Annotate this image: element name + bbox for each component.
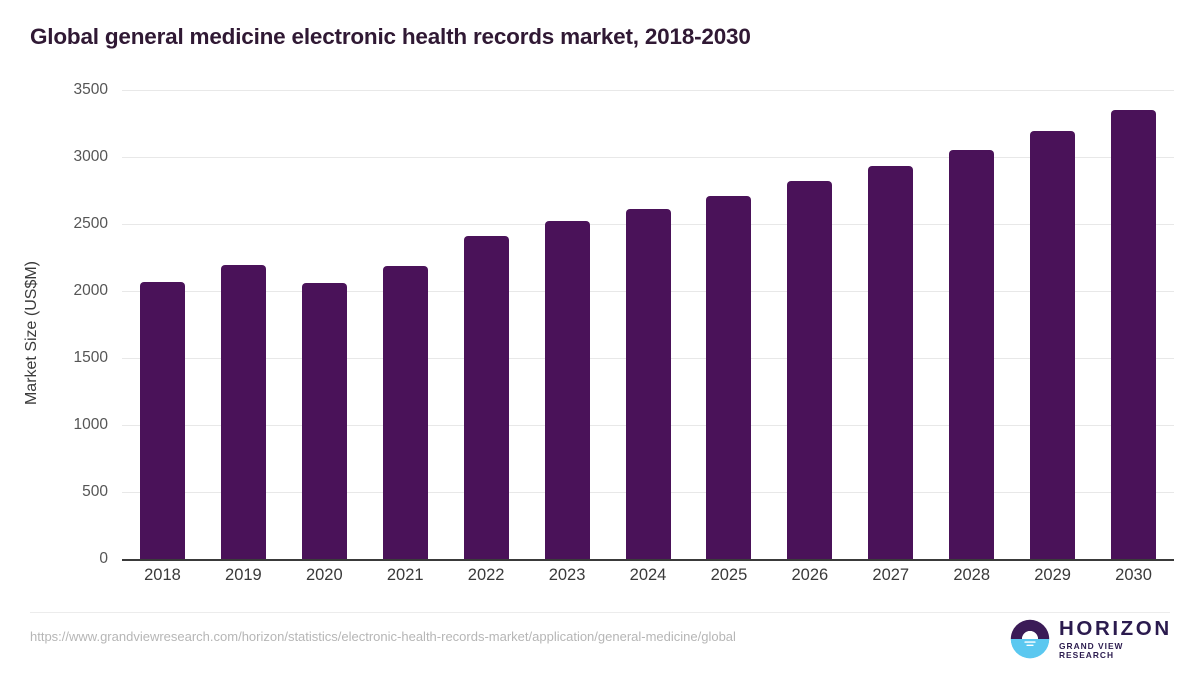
x-axis-tick-label: 2020 <box>305 566 343 584</box>
x-axis-tick-label: 2030 <box>1115 566 1152 584</box>
y-axis-tick-labels: 0 500 1000 1500 2000 2500 3000 3500 <box>0 0 108 675</box>
footer-divider <box>30 612 1170 613</box>
bar[interactable] <box>706 195 752 559</box>
x-axis-tick-label: 2029 <box>1034 566 1071 584</box>
y-axis-tick-label: 2500 <box>73 215 108 232</box>
bar[interactable] <box>949 149 995 559</box>
gridline <box>122 90 1174 91</box>
x-axis-tick-label: 2027 <box>872 566 910 584</box>
logo-text: HORIZON GRAND VIEW RESEARCH <box>1059 616 1172 660</box>
x-axis-tick-label: 2018 <box>144 566 181 584</box>
bar[interactable] <box>544 220 590 559</box>
page-title: Global general medicine electronic healt… <box>30 24 751 49</box>
bar[interactable] <box>220 264 266 559</box>
bar[interactable] <box>301 282 347 559</box>
source-url[interactable]: https://www.grandviewresearch.com/horizo… <box>30 629 736 644</box>
x-axis-tick-label: 2019 <box>225 566 262 584</box>
y-axis-tick-label: 1500 <box>73 349 108 366</box>
horizon-logo[interactable]: HORIZON GRAND VIEW RESEARCH <box>1010 618 1172 660</box>
bar[interactable] <box>463 236 509 559</box>
bar[interactable] <box>1030 130 1076 559</box>
y-axis-tick-label: 0 <box>99 550 108 567</box>
bar[interactable] <box>139 281 185 559</box>
x-axis-tick-label: 2025 <box>710 566 748 584</box>
y-axis-tick-label: 3000 <box>73 148 108 165</box>
x-axis-tick-label: 2023 <box>548 566 586 584</box>
y-axis-title: Market Size (US$M) <box>23 260 40 406</box>
gridline <box>122 157 1174 158</box>
x-axis-tick-label: 2028 <box>953 566 991 584</box>
bar[interactable] <box>787 181 833 559</box>
y-axis-tick-label: 2000 <box>73 282 108 299</box>
x-axis-tick-label: 2021 <box>386 566 424 584</box>
bar[interactable] <box>1111 110 1157 559</box>
y-axis-tick-label: 1000 <box>73 416 108 433</box>
logo-wordmark: HORIZON <box>1059 616 1172 640</box>
x-axis-tick-label: 2024 <box>629 566 667 584</box>
horizon-sun-circle-icon <box>1010 619 1050 659</box>
x-axis-tick-label: 2026 <box>791 566 829 584</box>
x-axis-line <box>122 559 1174 561</box>
bar[interactable] <box>382 266 428 559</box>
logo-tagline: GRAND VIEW RESEARCH <box>1059 641 1124 660</box>
y-axis-tick-label: 3500 <box>73 81 108 98</box>
y-axis-tick-label: 500 <box>82 483 108 500</box>
bar[interactable] <box>625 208 671 559</box>
bar[interactable] <box>868 166 914 559</box>
x-axis-tick-label: 2022 <box>467 566 505 584</box>
plot-area <box>122 90 1174 559</box>
